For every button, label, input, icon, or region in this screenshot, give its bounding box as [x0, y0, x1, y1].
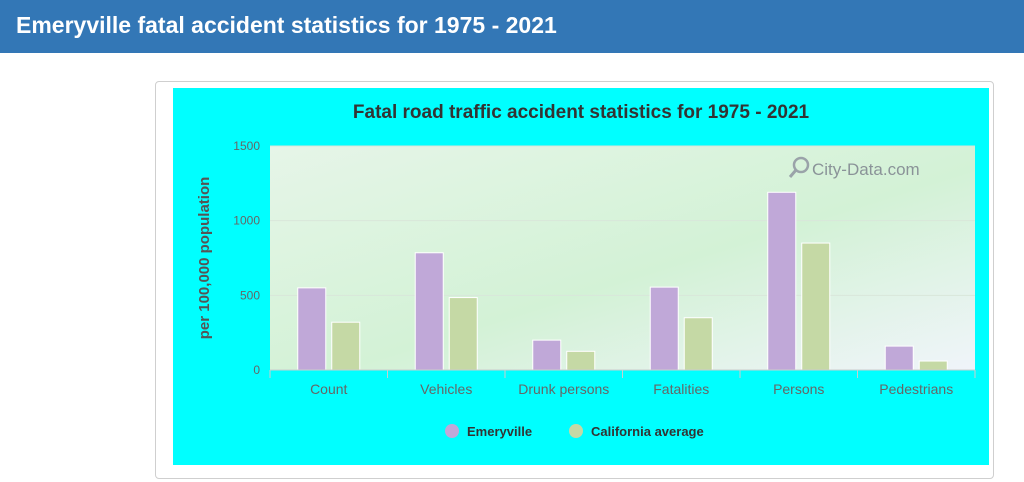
page-header: Emeryville fatal accident statistics for… [0, 0, 1024, 53]
bar-emeryville[interactable] [884, 345, 914, 371]
y-tick-label: 1000 [233, 214, 260, 228]
x-tick-label: Vehicles [420, 381, 472, 397]
bar-emeryville[interactable] [649, 286, 679, 371]
y-tick-label: 500 [240, 288, 260, 302]
bar-emeryville[interactable] [297, 287, 327, 371]
legend-label: California average [591, 424, 704, 439]
watermark: City-Data.com [788, 156, 920, 179]
x-tick-label: Count [310, 381, 347, 397]
plot-area [270, 146, 975, 370]
bar-emeryville[interactable] [532, 339, 562, 371]
bar-emeryville[interactable] [767, 191, 797, 371]
bar-california-average[interactable] [566, 350, 596, 371]
legend-item-california-average[interactable]: California average [569, 424, 704, 439]
bar-california-average[interactable] [331, 321, 361, 371]
page-title: Emeryville fatal accident statistics for… [16, 12, 557, 38]
legend-label: Emeryville [467, 424, 532, 439]
y-axis-label: per 100,000 population [196, 177, 213, 340]
legend-marker [569, 424, 583, 438]
x-tick-label: Fatalities [653, 381, 709, 397]
legend-item-emeryville[interactable]: Emeryville [445, 424, 532, 439]
bar-california-average[interactable] [683, 317, 713, 371]
y-tick-label: 1500 [233, 139, 260, 153]
chart-title: Fatal road traffic accident statistics f… [353, 102, 810, 123]
legend-marker [445, 424, 459, 438]
y-tick-label: 0 [253, 363, 260, 377]
x-tick-label: Drunk persons [518, 381, 609, 397]
magnifier-logo-icon [788, 156, 810, 178]
watermark-text: City-Data.com [812, 160, 920, 179]
bar-california-average[interactable] [448, 297, 478, 371]
x-tick-label: Pedestrians [879, 381, 953, 397]
bar-california-average[interactable] [801, 242, 831, 371]
bar-emeryville[interactable] [414, 252, 444, 371]
x-tick-label: Persons [773, 381, 824, 397]
bar-california-average[interactable] [918, 360, 948, 371]
